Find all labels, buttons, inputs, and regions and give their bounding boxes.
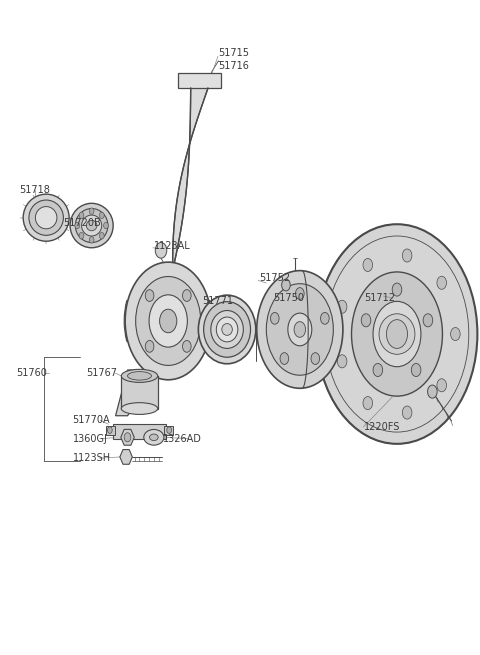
Circle shape xyxy=(206,76,213,85)
Text: 1123AL: 1123AL xyxy=(154,241,191,251)
Text: 51715: 51715 xyxy=(218,48,250,58)
Circle shape xyxy=(182,290,191,301)
Circle shape xyxy=(104,222,108,229)
Ellipse shape xyxy=(75,208,108,242)
Ellipse shape xyxy=(70,203,113,248)
Circle shape xyxy=(108,427,112,434)
Circle shape xyxy=(257,271,343,388)
Circle shape xyxy=(282,279,290,291)
Circle shape xyxy=(185,76,192,85)
Text: 51771: 51771 xyxy=(202,296,233,307)
Circle shape xyxy=(373,301,421,367)
Circle shape xyxy=(145,341,154,352)
Bar xyxy=(164,426,173,435)
Circle shape xyxy=(99,212,104,219)
Ellipse shape xyxy=(23,194,69,241)
Circle shape xyxy=(392,283,402,296)
Ellipse shape xyxy=(337,300,347,313)
Text: 1220FS: 1220FS xyxy=(364,422,401,432)
Circle shape xyxy=(266,284,333,375)
Circle shape xyxy=(75,222,80,229)
Circle shape xyxy=(294,322,306,337)
Bar xyxy=(106,426,115,435)
Ellipse shape xyxy=(82,215,102,236)
Polygon shape xyxy=(121,430,134,445)
Ellipse shape xyxy=(379,314,415,354)
Circle shape xyxy=(351,272,443,396)
Circle shape xyxy=(317,224,478,444)
Circle shape xyxy=(423,314,433,327)
Ellipse shape xyxy=(198,295,256,364)
Circle shape xyxy=(156,242,167,258)
Ellipse shape xyxy=(437,276,446,290)
Ellipse shape xyxy=(121,403,157,415)
Text: 1123SH: 1123SH xyxy=(72,453,110,463)
Circle shape xyxy=(311,352,320,364)
Circle shape xyxy=(79,233,84,239)
Ellipse shape xyxy=(121,369,157,383)
Bar xyxy=(178,73,221,88)
Circle shape xyxy=(411,364,421,377)
Text: 51718: 51718 xyxy=(19,185,50,195)
Text: 51720B: 51720B xyxy=(63,218,101,228)
Ellipse shape xyxy=(204,302,251,357)
Circle shape xyxy=(288,313,312,346)
Circle shape xyxy=(136,276,201,365)
Circle shape xyxy=(373,364,383,377)
Circle shape xyxy=(361,314,371,327)
Circle shape xyxy=(428,385,437,398)
Circle shape xyxy=(89,236,94,243)
Ellipse shape xyxy=(402,249,412,262)
Ellipse shape xyxy=(128,371,152,380)
Circle shape xyxy=(89,208,94,214)
Polygon shape xyxy=(166,88,208,298)
Circle shape xyxy=(280,352,288,364)
Ellipse shape xyxy=(29,200,63,235)
Ellipse shape xyxy=(150,434,158,441)
Ellipse shape xyxy=(144,430,164,445)
Text: 51716: 51716 xyxy=(218,61,249,71)
Wedge shape xyxy=(124,301,168,341)
Circle shape xyxy=(167,427,171,434)
Ellipse shape xyxy=(451,328,460,341)
Ellipse shape xyxy=(36,206,57,229)
Ellipse shape xyxy=(437,379,446,392)
Bar xyxy=(113,424,166,439)
Polygon shape xyxy=(120,449,132,464)
Text: 1360GJ: 1360GJ xyxy=(72,434,108,443)
Text: 1326AD: 1326AD xyxy=(163,434,202,443)
Ellipse shape xyxy=(216,317,238,342)
Ellipse shape xyxy=(402,406,412,419)
Circle shape xyxy=(182,341,191,352)
Ellipse shape xyxy=(363,396,372,409)
Wedge shape xyxy=(168,301,212,341)
Circle shape xyxy=(159,309,177,333)
Ellipse shape xyxy=(363,259,372,272)
Circle shape xyxy=(125,262,211,380)
Circle shape xyxy=(124,433,131,442)
Text: 51767: 51767 xyxy=(86,368,117,378)
Circle shape xyxy=(271,312,279,324)
Text: 51750: 51750 xyxy=(274,293,304,303)
Text: 51770A: 51770A xyxy=(72,415,110,425)
Circle shape xyxy=(321,312,329,324)
Circle shape xyxy=(296,288,304,299)
Circle shape xyxy=(386,320,408,348)
Circle shape xyxy=(99,233,104,239)
Ellipse shape xyxy=(337,355,347,368)
Text: 51752: 51752 xyxy=(259,274,290,284)
Circle shape xyxy=(79,212,84,219)
Circle shape xyxy=(145,290,154,301)
Ellipse shape xyxy=(86,220,97,231)
Polygon shape xyxy=(116,370,142,416)
Text: 51760: 51760 xyxy=(16,368,47,378)
Circle shape xyxy=(149,295,187,347)
Text: 51712: 51712 xyxy=(364,293,396,303)
Ellipse shape xyxy=(211,310,243,348)
Bar xyxy=(121,376,157,409)
Ellipse shape xyxy=(222,324,232,335)
